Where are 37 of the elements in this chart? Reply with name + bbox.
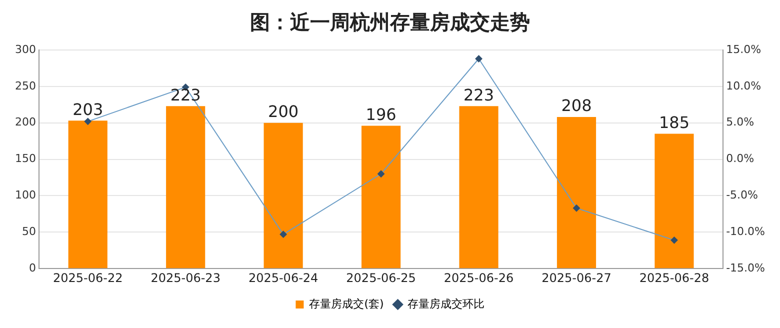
y-tick-label: 200 [14,116,36,129]
bar [68,120,108,268]
data-label: 223 [463,85,494,104]
bar [264,122,303,268]
x-tick-label: 2025-06-28 [639,270,710,285]
y2-tick-label: 15.0% [726,42,762,56]
data-label: 208 [561,96,592,116]
x-tick-label: 2025-06-24 [248,270,318,285]
data-label: 185 [658,112,690,132]
y-tick-label: 300 [14,42,36,56]
bar [166,106,206,268]
legend-label: 存量房成交环比 [407,297,484,310]
data-label: 203 [72,100,104,119]
x-tick-label: 2025-06-26 [444,270,514,285]
chart-title: 图：近一周杭州存量房成交走势 [250,10,530,34]
legend-label: 存量房成交(套) [309,297,384,310]
y-tick-label: 150 [14,152,36,166]
y-tick-label: 50 [22,225,36,238]
y2-tick-label: 10.0% [726,79,762,92]
y2-tick-label: 0.0% [726,152,754,166]
x-tick-label: 2025-06-23 [150,270,220,285]
data-label: 200 [268,102,299,122]
x-tick-label: 2025-06-27 [542,270,612,285]
y-tick-label: 250 [14,79,36,92]
bar [361,126,401,268]
x-tick-label: 2025-06-22 [52,270,123,285]
y2-tick-label: -15.0% [726,261,766,274]
bar [459,106,498,268]
y2-tick-label: 5.0% [726,116,754,129]
x-tick-label: 2025-06-25 [346,270,416,285]
y-tick-label: 100 [14,188,36,202]
data-label: 196 [366,104,396,124]
y2-tick-label: -10.0% [726,225,766,238]
bar [556,117,596,268]
y2-tick-label: -5.0% [726,188,758,202]
bar [654,134,694,268]
y-tick-label: 0 [28,261,36,274]
